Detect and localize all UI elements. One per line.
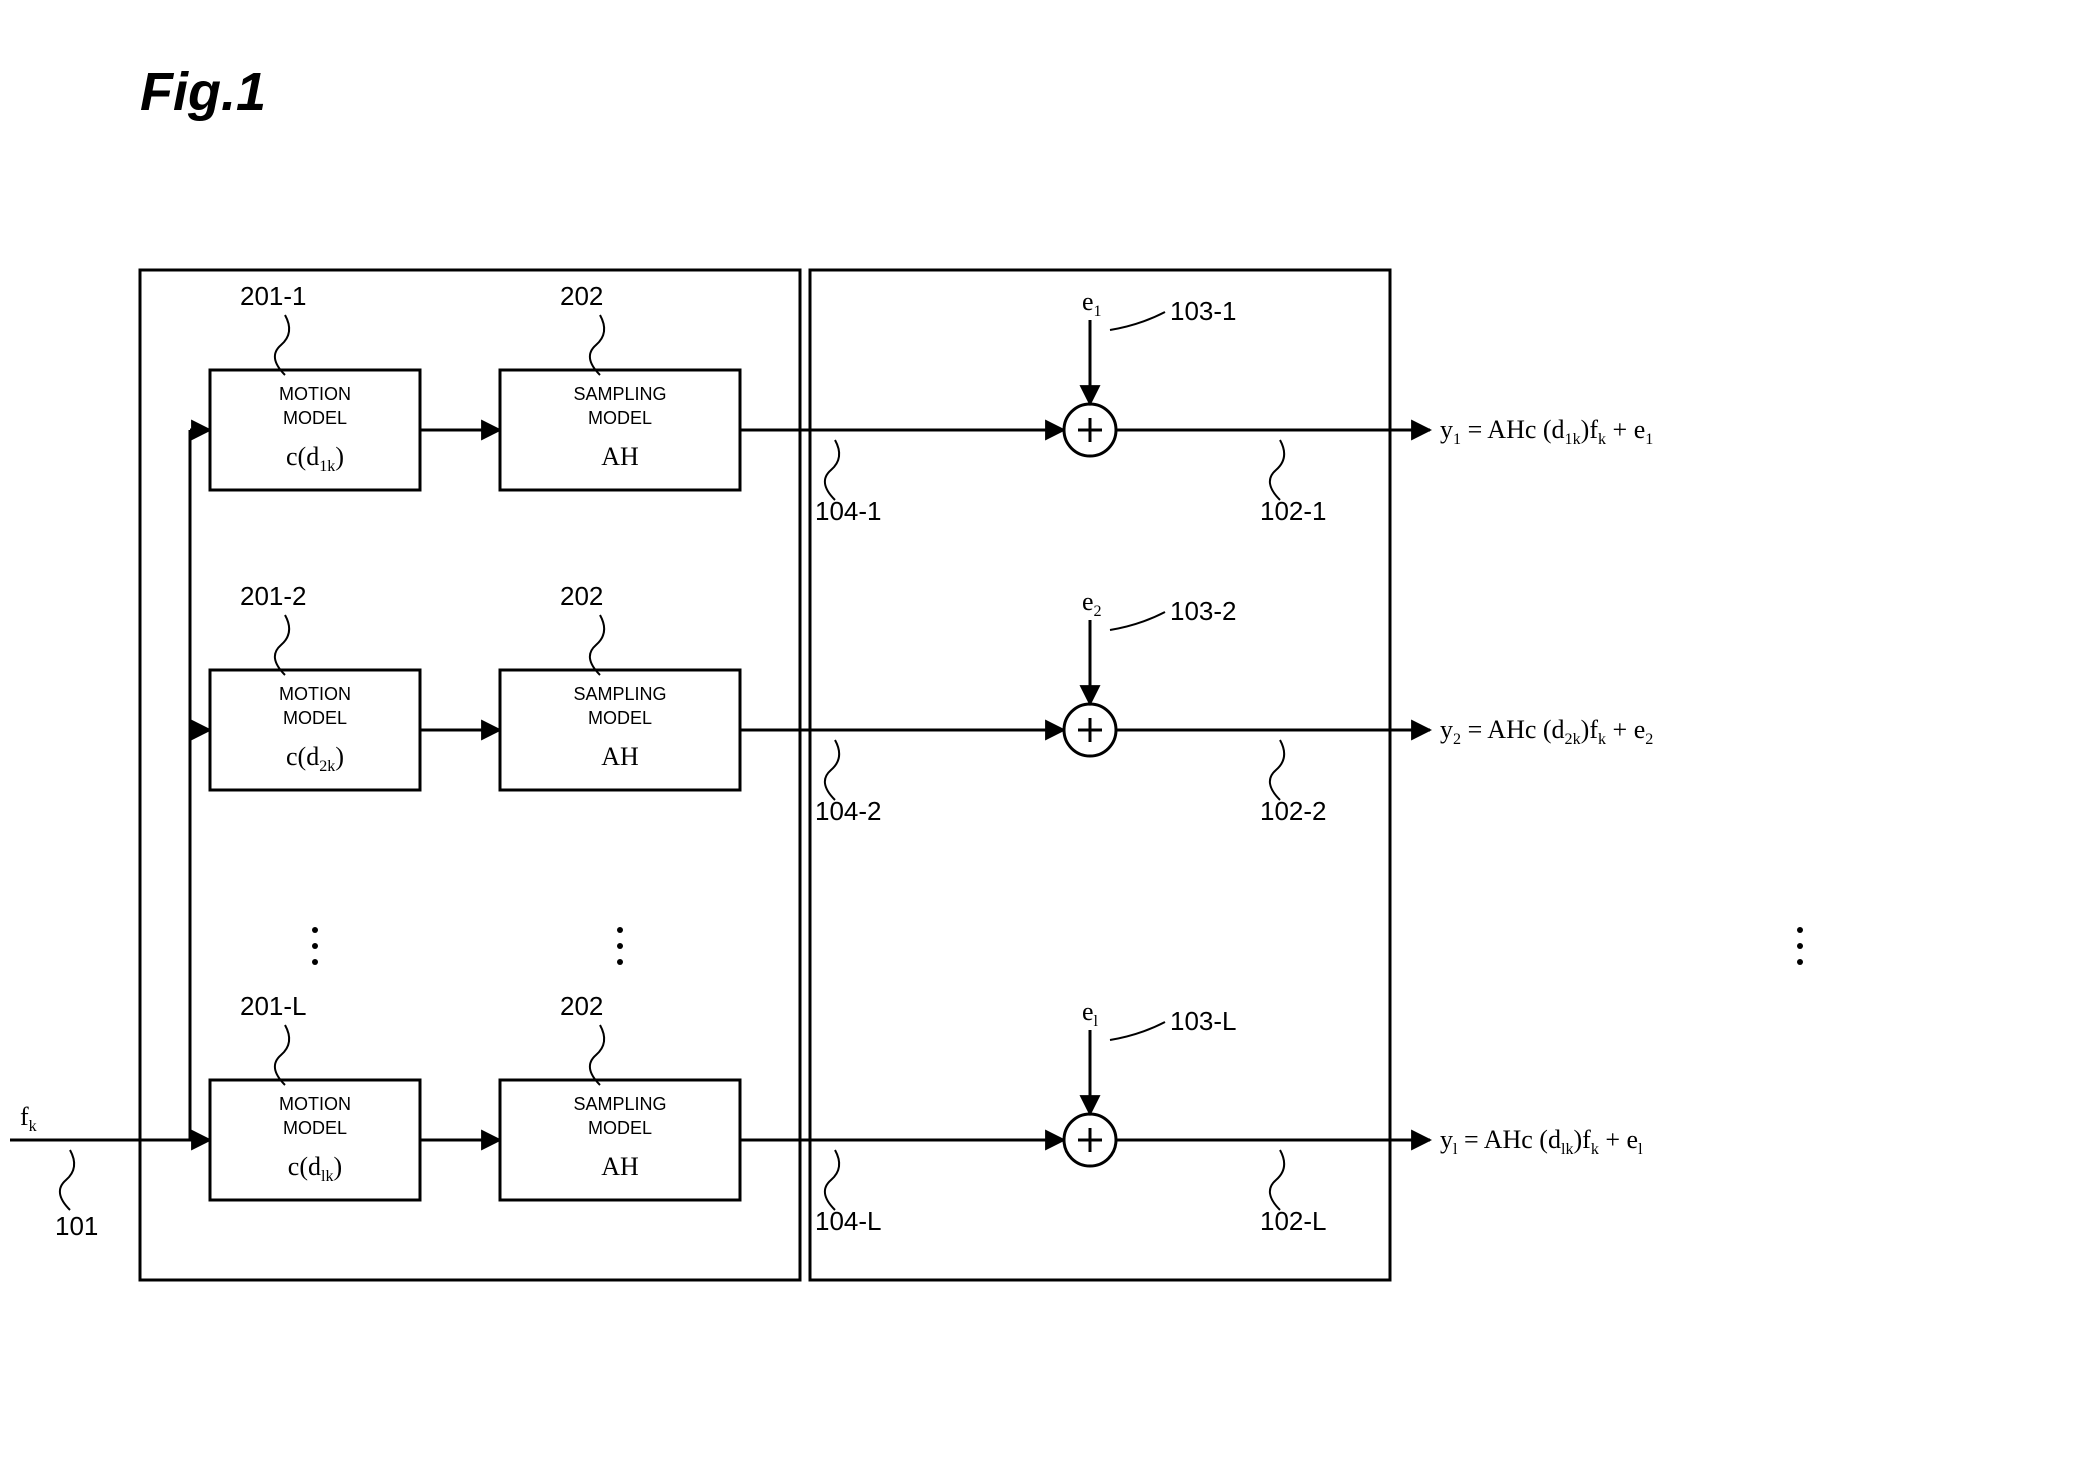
input-label: fk — [20, 1102, 38, 1135]
output-equation: y2 = AHc (d2k)fk + e2 — [1440, 715, 1653, 748]
ellipsis-dot — [312, 959, 318, 965]
ref-sum-in: 104-L — [815, 1206, 882, 1236]
ref-sampling: 202 — [560, 281, 603, 311]
svg-text:MOTION: MOTION — [279, 384, 351, 404]
ref-motion: 201-L — [240, 991, 307, 1021]
svg-text:MOTION: MOTION — [279, 684, 351, 704]
ellipsis-dot — [617, 927, 623, 933]
ref-noise: 103-2 — [1170, 596, 1237, 626]
svg-text:MODEL: MODEL — [283, 408, 347, 428]
svg-text:AH: AH — [601, 442, 639, 471]
ref-sampling: 202 — [560, 581, 603, 611]
svg-text:MODEL: MODEL — [588, 708, 652, 728]
ref-out: 102-2 — [1260, 796, 1327, 826]
svg-text:MOTION: MOTION — [279, 1094, 351, 1114]
svg-text:SAMPLING: SAMPLING — [573, 684, 666, 704]
svg-text:MODEL: MODEL — [588, 1118, 652, 1138]
figure-title: Fig.1 — [140, 62, 266, 122]
svg-text:c(dlk): c(dlk) — [288, 1152, 342, 1185]
svg-text:c(d1k): c(d1k) — [286, 442, 344, 475]
ref-sum-in: 104-2 — [815, 796, 882, 826]
svg-text:SAMPLING: SAMPLING — [573, 384, 666, 404]
ellipsis-dot — [617, 943, 623, 949]
ellipsis-dot — [1797, 927, 1803, 933]
ref-sampling: 202 — [560, 991, 603, 1021]
noise-label: e2 — [1082, 587, 1102, 620]
ellipsis-dot — [1797, 959, 1803, 965]
svg-text:AH: AH — [601, 1152, 639, 1181]
ref-noise: 103-L — [1170, 1006, 1237, 1036]
svg-text:MODEL: MODEL — [283, 708, 347, 728]
svg-text:c(d2k): c(d2k) — [286, 742, 344, 775]
ref-motion: 201-2 — [240, 581, 307, 611]
ellipsis-dot — [312, 927, 318, 933]
output-equation: y1 = AHc (d1k)fk + e1 — [1440, 415, 1653, 448]
output-equation: yl = AHc (dlk)fk + el — [1440, 1125, 1643, 1158]
svg-text:MODEL: MODEL — [588, 408, 652, 428]
ellipsis-dot — [617, 959, 623, 965]
ref-out: 102-1 — [1260, 496, 1327, 526]
ref-motion: 201-1 — [240, 281, 307, 311]
noise-label: el — [1082, 997, 1099, 1030]
ellipsis-dot — [1797, 943, 1803, 949]
ref-out: 102-L — [1260, 1206, 1327, 1236]
ref-noise: 103-1 — [1170, 296, 1237, 326]
ref-sum-in: 104-1 — [815, 496, 882, 526]
ellipsis-dot — [312, 943, 318, 949]
svg-text:MODEL: MODEL — [283, 1118, 347, 1138]
svg-text:SAMPLING: SAMPLING — [573, 1094, 666, 1114]
noise-label: e1 — [1082, 287, 1102, 320]
svg-text:AH: AH — [601, 742, 639, 771]
ref-101: 101 — [55, 1211, 98, 1241]
